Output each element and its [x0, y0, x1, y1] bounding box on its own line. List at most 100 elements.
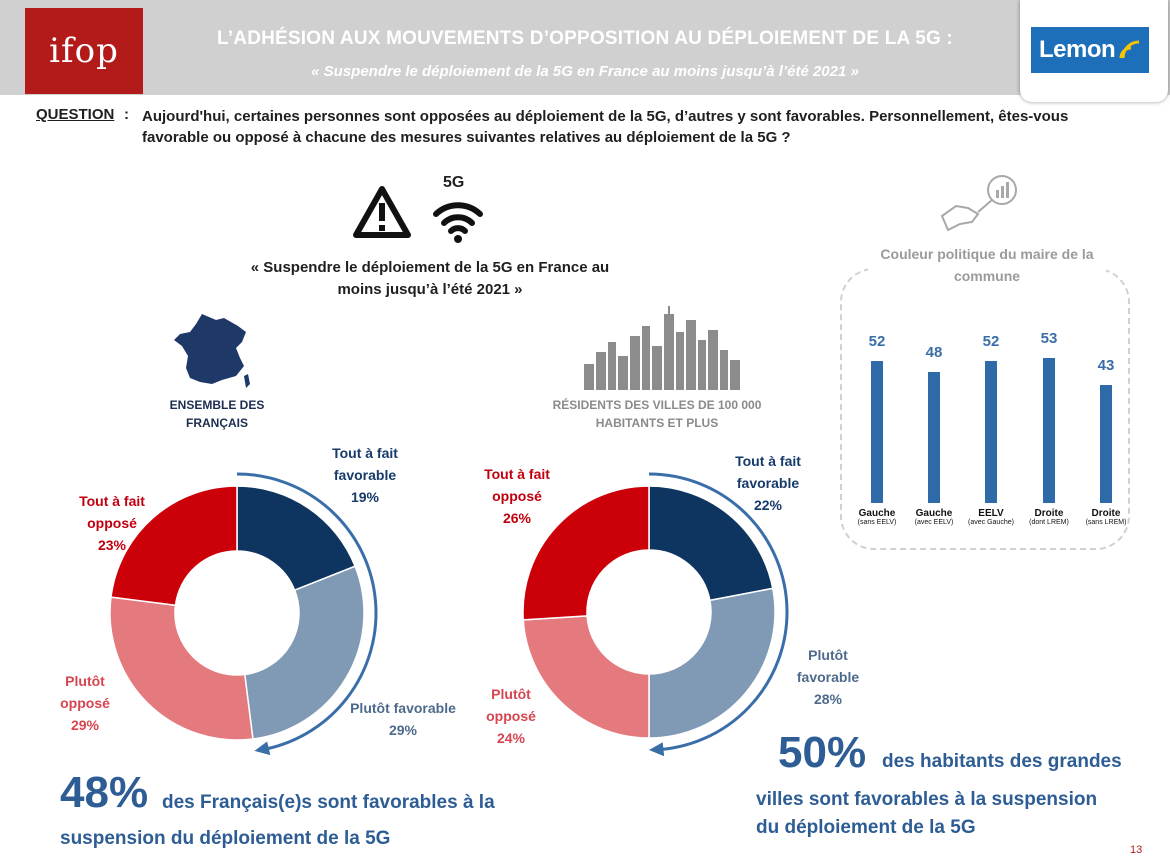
slice-label-line: opposé — [486, 708, 536, 724]
donut-slice-plutot-oppose — [109, 596, 254, 741]
lemon-logo: Lemon — [1031, 27, 1149, 73]
slice-label-line: Tout à fait — [484, 466, 550, 482]
summary-cities-text-line2: villes sont favorables à la suspension — [756, 789, 1098, 810]
donut-slice-plutot-favorable — [243, 565, 365, 740]
summary-france-text-line2: suspension du déploiement de la 5G — [60, 828, 391, 849]
slice-pct: 28% — [813, 691, 843, 707]
donut-slice-plutot-favorable — [648, 587, 776, 739]
group-label-cities: RÉSIDENTS DES VILLES DE 100 000 HABITANT… — [552, 398, 762, 430]
page-title: L’ADHÉSION AUX MOUVEMENTS D’OPPOSITION A… — [217, 28, 953, 49]
question-colon: : — [124, 106, 129, 123]
bar-category-sub: (dont LREM) — [1029, 519, 1069, 526]
group-label-france: ENSEMBLE DES FRANÇAIS — [169, 398, 265, 430]
slice-label-line: opposé — [87, 515, 137, 531]
bar-category-label: Gauche (avec EELV) — [906, 508, 962, 527]
slice-label-city-tout-oppose: Tout à fait opposé 26% — [458, 463, 576, 529]
city-skyline-icon — [584, 306, 740, 390]
slice-label-city-tout-favorable: Tout à fait favorable 22% — [708, 450, 828, 516]
slice-label-fr-tout-favorable: Tout à fait favorable 19% — [300, 442, 430, 508]
magnifier-hand-icon — [940, 175, 1017, 232]
summary-france: 48% — [60, 768, 560, 818]
slice-label-city-plutot-favorable: Plutôt favorable 28% — [778, 644, 878, 710]
summary-cities-text-line3: du déploiement de la 5G — [756, 817, 976, 838]
bar-category-label: EELV (avec Gauche) — [963, 508, 1019, 527]
slice-pct: 26% — [502, 510, 532, 526]
slice-label-fr-plutot-oppose: Plutôt opposé 29% — [40, 670, 130, 736]
favorable-arc — [236, 472, 378, 752]
bar-category-main: Gauche — [915, 508, 953, 519]
bar-value-label: 48 — [925, 343, 943, 361]
bar-value-label: 53 — [1040, 330, 1058, 347]
slice-label-line: favorable — [796, 669, 860, 685]
bar-value-label: 52 — [982, 332, 1000, 350]
slice-label-fr-tout-oppose: Tout à fait opposé 23% — [52, 490, 172, 556]
bar — [985, 360, 997, 503]
slice-label-line: Plutôt — [65, 673, 105, 689]
bar-category-main: Droite — [1091, 508, 1121, 519]
slice-label-line: Tout à fait — [332, 445, 398, 461]
slice-label-line: Tout à fait — [735, 453, 801, 469]
france-map-icon — [174, 314, 250, 388]
favorable-arc — [648, 472, 789, 752]
slice-pct: 24% — [496, 730, 526, 746]
donut-slice-plutot-oppose — [522, 615, 650, 739]
favorable-arc-arrowhead — [649, 742, 665, 757]
bar-category-sub: (avec EELV) — [914, 519, 954, 526]
question-label: QUESTION — [36, 106, 115, 123]
slice-pct: 22% — [753, 497, 783, 513]
bar-category-sub: (avec Gauche) — [968, 519, 1014, 526]
page-subtitle: « Suspendre le déploiement de la 5G en F… — [311, 63, 859, 80]
proposal-text: « Suspendre le déploiement de la 5G en F… — [250, 259, 610, 298]
warning-icon — [353, 186, 411, 238]
slice-pct: 19% — [350, 489, 380, 505]
slice-label-line: Tout à fait — [79, 493, 145, 509]
bar — [871, 360, 883, 503]
slice-label-line: Plutôt — [808, 647, 848, 663]
question-text: Aujourd'hui, certaines personnes sont op… — [142, 108, 1069, 146]
slice-label-line: favorable — [333, 467, 397, 483]
slice-pct: 23% — [97, 537, 127, 553]
bar — [928, 371, 940, 503]
donut-slice-tout-a-fait-favorable — [236, 485, 357, 592]
slice-label-line: Plutôt — [491, 686, 531, 702]
fiveg-label: 5G — [443, 174, 465, 191]
bar — [1043, 358, 1055, 503]
bar-category-label: Droite (dont LREM) — [1021, 508, 1077, 527]
wifi-icon — [433, 202, 483, 243]
slice-pct: 29% — [70, 717, 100, 733]
slice-label-city-plutot-oppose: Plutôt opposé 24% — [466, 683, 556, 749]
donut-slice-tout-a-fait-oppose — [522, 485, 650, 621]
bar-category-main: EELV — [978, 508, 1004, 519]
bar-category-main: Gauche — [858, 508, 896, 519]
bar-category-sub: (sans EELV) — [857, 519, 897, 526]
summary-cities-text-line1: des habitants des grandes — [882, 751, 1122, 772]
donut-slice-tout-a-fait-favorable — [648, 485, 774, 602]
slice-label-line: Plutôt favorable — [350, 700, 456, 716]
header-band — [0, 0, 1170, 95]
bar — [1100, 385, 1112, 503]
slice-label-fr-plutot-favorable: Plutôt favorable 29% — [330, 697, 476, 741]
bar-value-label: 43 — [1097, 357, 1115, 375]
donut-chart-france — [109, 472, 378, 756]
bar-category-sub: (sans LREM) — [1085, 519, 1127, 526]
summary-cities-pct: 50% — [778, 728, 867, 777]
bar-category-label: Droite (sans LREM) — [1078, 508, 1134, 527]
slice-label-line: favorable — [736, 475, 800, 491]
donut-chart-cities — [522, 472, 789, 757]
summary-france-pct: 48% — [60, 768, 149, 817]
bar-chart-title: Couleur politique du maire de la commune — [868, 243, 1106, 287]
bar-category-main: Droite — [1034, 508, 1064, 519]
signal-icon — [1119, 40, 1140, 59]
slice-label-line: opposé — [60, 695, 110, 711]
ifop-logo: ifop — [25, 8, 143, 94]
slice-pct: 29% — [388, 722, 418, 738]
bar-value-label: 52 — [868, 332, 886, 350]
donut-slice-tout-a-fait-oppose — [110, 485, 238, 607]
slice-label-line: opposé — [492, 488, 542, 504]
favorable-arc-arrowhead — [254, 741, 271, 756]
bar-category-label: Gauche (sans EELV) — [849, 508, 905, 527]
lemon-logo-text: Lemon — [1039, 36, 1116, 63]
summary-france-text-line1: des Français(e)s sont favorables à la — [162, 792, 495, 813]
page-number: 13 — [1130, 844, 1143, 856]
